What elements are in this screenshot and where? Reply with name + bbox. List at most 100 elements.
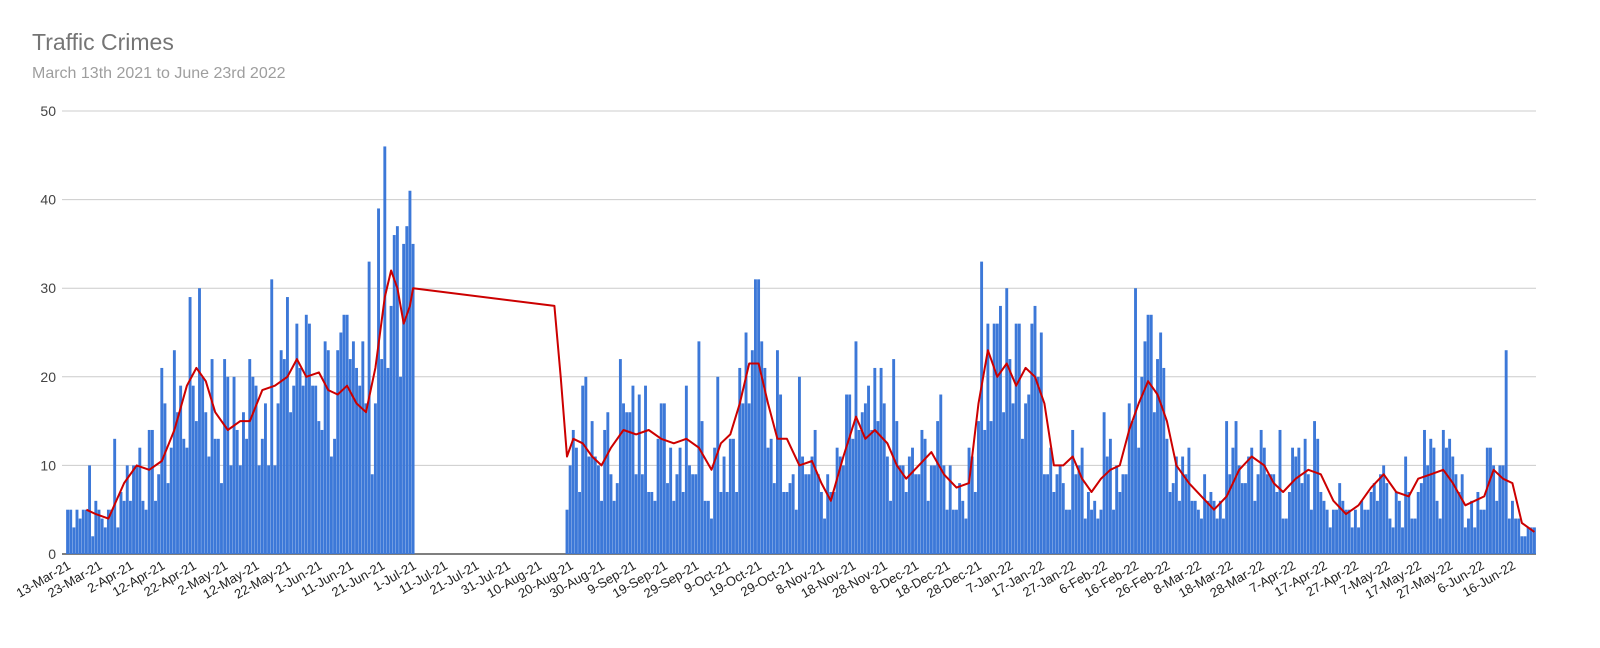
bar: [1517, 518, 1521, 554]
bar: [860, 412, 864, 554]
bar: [1287, 491, 1291, 554]
bar: [1419, 483, 1423, 554]
bar: [810, 456, 814, 554]
bar: [395, 226, 399, 554]
bar: [867, 385, 870, 554]
bar: [1504, 350, 1508, 554]
bar: [1187, 447, 1191, 554]
bar: [113, 438, 117, 554]
bar: [942, 465, 946, 554]
bar: [801, 456, 805, 554]
bar: [88, 465, 92, 554]
bar: [1441, 429, 1445, 554]
bar: [100, 518, 104, 554]
bar: [1426, 465, 1430, 554]
bar: [1058, 465, 1062, 554]
bar: [326, 350, 330, 554]
bar: [1394, 491, 1398, 554]
bar: [122, 500, 126, 554]
bar: [901, 465, 905, 554]
bar: [1397, 500, 1401, 554]
bar: [609, 474, 613, 554]
bar: [754, 279, 757, 554]
y-tick-label: 0: [48, 546, 56, 562]
bar: [135, 465, 139, 554]
bar: [1272, 474, 1276, 554]
bar: [1429, 438, 1433, 554]
bar: [1237, 465, 1241, 554]
bar: [571, 429, 575, 554]
bar: [1215, 518, 1219, 554]
bar: [81, 509, 85, 554]
bar: [1438, 518, 1442, 554]
bar: [1209, 491, 1213, 554]
bar: [367, 261, 371, 554]
bar: [1027, 394, 1031, 554]
bar: [119, 491, 123, 554]
bar: [1435, 500, 1439, 554]
bar: [835, 447, 839, 554]
bar: [889, 500, 892, 554]
bar: [1212, 500, 1216, 554]
bar: [84, 509, 88, 554]
bar: [612, 500, 616, 554]
bar: [1375, 500, 1379, 554]
bar: [1269, 474, 1273, 554]
bar: [163, 403, 167, 554]
bar: [245, 438, 249, 554]
bar: [640, 474, 644, 554]
bar: [333, 438, 337, 554]
bar: [399, 376, 402, 554]
bar: [600, 500, 603, 554]
bar: [1467, 518, 1470, 554]
bar: [873, 367, 877, 554]
bar: [1526, 527, 1530, 554]
bar: [1460, 474, 1464, 554]
bar: [1039, 332, 1043, 554]
bar: [213, 438, 217, 554]
bar: [1140, 376, 1144, 554]
bar: [1011, 403, 1015, 554]
bar: [1523, 536, 1527, 554]
bar: [1413, 518, 1417, 554]
bar: [1118, 491, 1122, 554]
bar: [1090, 509, 1093, 554]
bar: [1171, 483, 1175, 554]
bar: [1507, 518, 1511, 554]
bar: [1184, 474, 1188, 554]
bar: [983, 429, 987, 554]
bar: [1253, 500, 1257, 554]
bar: [128, 500, 132, 554]
bar: [116, 527, 120, 554]
bar: [1046, 474, 1050, 554]
bar: [920, 429, 924, 554]
bar: [904, 491, 908, 554]
bar: [1306, 474, 1310, 554]
bar: [804, 474, 808, 554]
bar: [700, 421, 704, 554]
bar: [1385, 483, 1389, 554]
bar: [747, 403, 751, 554]
bar: [807, 474, 811, 554]
bar: [285, 297, 289, 554]
bar: [732, 438, 735, 554]
bar: [826, 474, 830, 554]
bar: [91, 536, 95, 554]
bar: [775, 350, 779, 554]
bar: [823, 518, 827, 554]
bar: [659, 403, 663, 554]
bar: [1416, 491, 1420, 554]
bar: [1008, 359, 1012, 554]
bar: [581, 385, 585, 554]
y-tick-label: 50: [40, 103, 56, 119]
bar: [279, 350, 283, 554]
bar: [1206, 500, 1210, 554]
bar: [141, 500, 145, 554]
bar: [948, 465, 952, 554]
bar: [1391, 527, 1395, 554]
bar: [329, 456, 333, 554]
bar: [1335, 509, 1338, 554]
bar: [1014, 323, 1018, 554]
bar: [1510, 500, 1514, 554]
bar: [1240, 483, 1244, 554]
